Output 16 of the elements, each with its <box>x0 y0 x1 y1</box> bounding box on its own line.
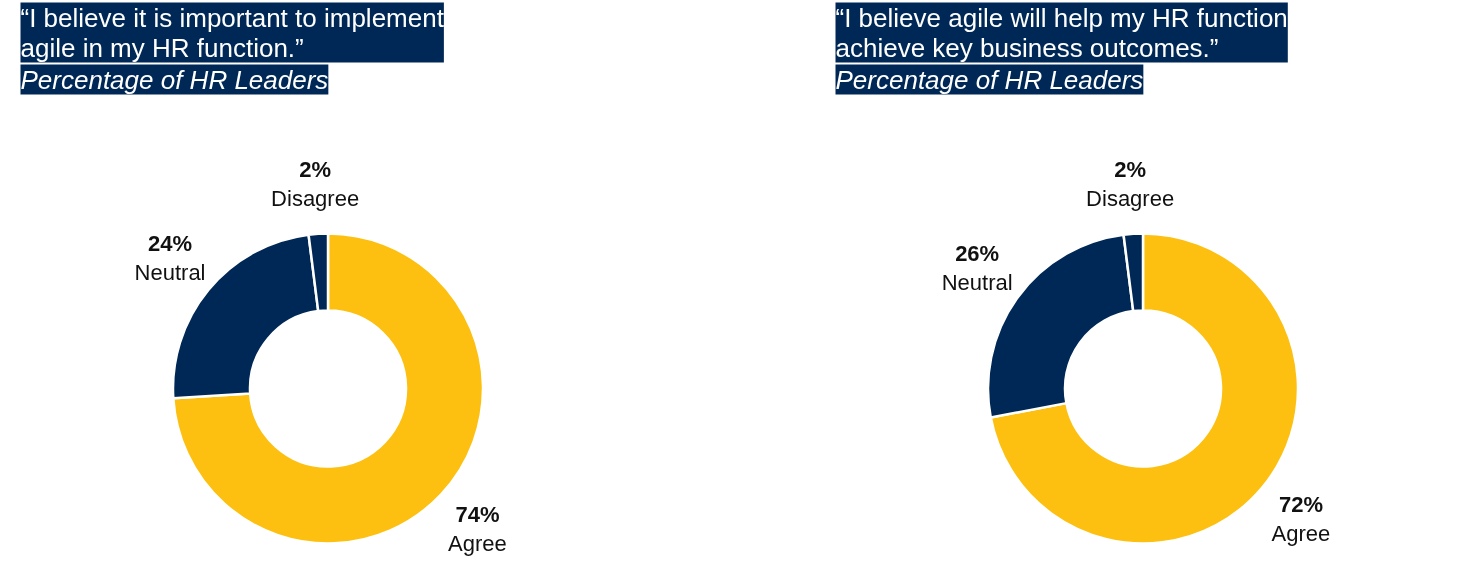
slice-label: Disagree <box>1086 185 1175 211</box>
slice-label: Disagree <box>271 185 360 211</box>
chart-title: “I believe agile will help my HR function achieve key business outcomes.” <box>835 2 1288 63</box>
slice-label: Agree <box>1271 521 1331 547</box>
slice-label: Neutral <box>134 259 206 285</box>
chart-subtitle: Percentage of HR Leaders <box>835 64 1144 95</box>
data-label: 26% <box>955 241 1000 266</box>
chart-subtitle: Percentage of HR Leaders <box>20 64 329 95</box>
data-label: 2% <box>1114 156 1147 182</box>
data-label: 2% <box>299 156 332 182</box>
chart-title: “I believe it is important to implement agile in my HR function.” <box>20 2 445 63</box>
data-label: 74% <box>455 501 500 527</box>
slice-label: Neutral <box>941 270 1013 295</box>
slice-label: Agree <box>448 530 507 556</box>
data-label: 24% <box>148 230 193 256</box>
data-label: 72% <box>1278 492 1323 518</box>
